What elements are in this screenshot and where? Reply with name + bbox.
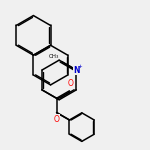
Text: N: N [73,66,80,75]
Text: +: + [78,64,82,69]
Text: O: O [68,80,73,88]
Text: O: O [54,115,60,124]
Text: CH$_3$: CH$_3$ [48,52,60,61]
